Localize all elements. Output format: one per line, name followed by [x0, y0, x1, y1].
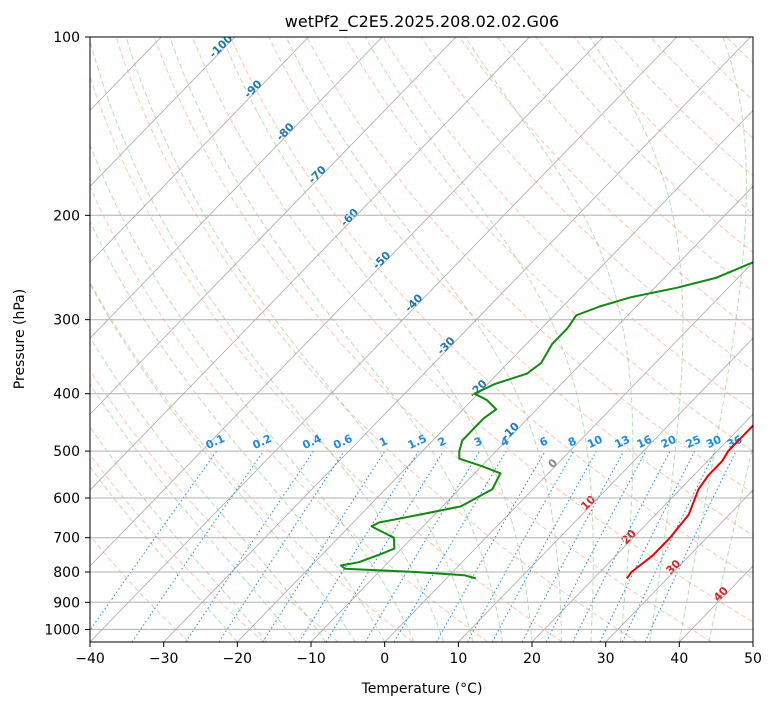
mixing-ratio-label: 10 — [585, 433, 605, 451]
y-axis-label: Pressure (hPa) — [12, 289, 28, 389]
isotherm-line — [605, 489, 753, 642]
axes: −40 −30 −20 −10 0 10 20 30 40 50 100 200 300 400 500 60… — [44, 30, 762, 667]
dry-adiabat — [191, 37, 753, 623]
y-tick-label: 400 — [53, 387, 80, 403]
x-tick-label: 20 — [523, 651, 541, 667]
x-tick-label: 30 — [597, 651, 615, 667]
dewpoint-profile-line — [340, 207, 753, 580]
isotherm-line — [90, 37, 309, 263]
isotherm-line — [90, 37, 604, 567]
dry-adiabat — [90, 75, 563, 642]
x-tick-label: −10 — [296, 651, 326, 667]
mixing-ratio-line — [218, 450, 345, 642]
mixing-ratio-line — [572, 450, 671, 642]
isotherm-line — [90, 37, 383, 339]
x-tick-label: −20 — [223, 651, 253, 667]
dry-adiabat — [306, 37, 753, 494]
y-tick-label: 900 — [53, 595, 80, 611]
y-tick-label: 700 — [53, 531, 80, 547]
y-tick-label: 100 — [53, 30, 80, 46]
y-tick-label: 500 — [53, 444, 80, 460]
dry-adiabat — [115, 37, 638, 642]
mixing-ratio-line — [90, 450, 218, 632]
y-tick-label: 300 — [53, 313, 80, 329]
moist-adiabat — [364, 37, 594, 642]
dry-adiabat — [90, 281, 414, 642]
mixing-ratio-label: 13 — [613, 433, 632, 451]
isotherm-line — [458, 337, 753, 642]
mixing-ratio-line — [131, 450, 265, 642]
mixing-ratio-line — [262, 450, 386, 642]
dry-adiabat — [153, 37, 712, 642]
isotherm-line — [90, 37, 236, 187]
moist-adiabat — [221, 37, 533, 642]
mixing-ratio-line — [467, 450, 575, 642]
moist-adiabat — [285, 37, 562, 642]
moist-adiabat — [90, 38, 445, 642]
x-tick-label: 50 — [744, 651, 762, 667]
plot-frame — [89, 36, 754, 643]
isotherm-line — [90, 37, 457, 415]
x-tick-label: 10 — [449, 651, 467, 667]
moist-adiabat — [90, 220, 386, 642]
x-tick-label: 40 — [670, 651, 688, 667]
moist-adiabat — [90, 282, 356, 642]
moist-adiabat — [708, 443, 753, 642]
x-axis-label: Temperature (°C) — [361, 681, 483, 697]
moist-adiabat — [464, 37, 634, 642]
isotherm-line — [237, 109, 753, 642]
isotherm-line — [384, 261, 753, 642]
dry-adiabat — [344, 37, 753, 453]
y-tick-label: 200 — [53, 208, 80, 224]
isotherm-line — [310, 185, 753, 642]
dry-adiabat — [420, 37, 753, 372]
dry-adiabat — [90, 369, 339, 642]
x-tick-label: 0 — [380, 651, 389, 667]
mixing-ratio-label: 16 — [635, 433, 655, 451]
mixing-ratio-label: 20 — [659, 433, 679, 451]
mixing-ratio-label: 36 — [725, 433, 745, 451]
mixing-ratio-line — [325, 450, 444, 642]
dry-adiabat — [497, 37, 753, 293]
moist-adiabat — [90, 426, 268, 642]
mixing-ratio-line — [185, 450, 314, 642]
moist-adiabat — [169, 37, 503, 642]
dry-adiabat — [230, 37, 753, 579]
mixing-ratio-line — [491, 450, 597, 642]
mixing-ratio-line — [599, 450, 696, 642]
temperature-profile-line — [626, 424, 753, 579]
y-tick-label: 800 — [53, 565, 80, 581]
x-tick-label: −30 — [149, 651, 179, 667]
mixing-ratio-label: 30 — [704, 433, 724, 451]
isotherm-line — [531, 413, 753, 642]
chart-title: wetPf2_C2E5.2025.208.02.02.G06 — [285, 12, 559, 32]
mixing-ratio-label: 25 — [684, 433, 703, 451]
isotherm-line — [90, 37, 678, 642]
moist-adiabat — [90, 466, 238, 642]
dry-adiabat — [90, 185, 488, 642]
mixing-ratio-line — [521, 450, 625, 642]
y-tick-label: 600 — [53, 491, 80, 507]
y-tick-label: 1000 — [44, 622, 80, 638]
moist-adiabat — [678, 37, 747, 642]
moist-adiabat — [125, 37, 474, 642]
dry-adiabat — [90, 535, 190, 642]
x-tick-label: −40 — [75, 651, 105, 667]
isotherm-line — [90, 37, 530, 491]
moist-adiabat — [589, 37, 684, 642]
isotherm-line — [163, 37, 751, 642]
